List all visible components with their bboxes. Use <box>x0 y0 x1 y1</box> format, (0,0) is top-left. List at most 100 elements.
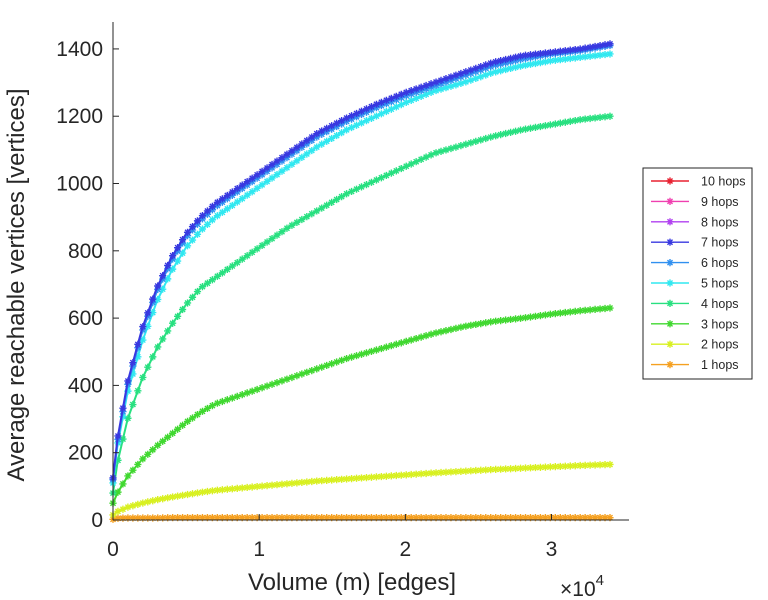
data-point <box>124 472 132 480</box>
data-point <box>576 116 584 124</box>
data-point <box>536 514 545 522</box>
data-point <box>323 476 331 484</box>
data-point <box>581 44 589 52</box>
legend-marker <box>666 299 674 307</box>
data-point <box>213 486 221 494</box>
data-point <box>298 153 306 162</box>
data-point <box>124 414 132 422</box>
data-point <box>114 432 122 440</box>
data-point <box>472 64 480 72</box>
legend-marker <box>666 259 674 267</box>
data-point <box>233 514 241 522</box>
data-point <box>462 140 470 148</box>
data-point <box>442 468 450 476</box>
data-point <box>457 69 465 78</box>
data-point <box>606 40 614 48</box>
data-point <box>183 417 192 426</box>
data-point <box>362 349 371 357</box>
data-point <box>367 347 376 356</box>
data-point <box>556 309 564 317</box>
data-point <box>169 252 177 260</box>
data-point <box>556 462 564 471</box>
data-point <box>586 461 594 469</box>
data-point <box>551 48 559 56</box>
data-point <box>129 359 137 367</box>
data-point <box>174 492 182 500</box>
data-point <box>521 125 530 133</box>
data-point <box>198 407 207 415</box>
data-point <box>586 514 594 522</box>
data-point <box>134 514 142 522</box>
data-point <box>253 171 261 179</box>
data-point <box>566 117 574 125</box>
data-point <box>253 245 261 253</box>
data-point <box>233 184 241 193</box>
data-point <box>526 51 535 59</box>
data-point <box>198 488 207 496</box>
legend-entry: 9 hops <box>651 195 739 209</box>
data-point <box>253 184 261 192</box>
data-point <box>164 275 172 283</box>
legend-marker <box>666 361 674 369</box>
data-point <box>178 421 187 429</box>
data-point <box>338 193 346 201</box>
data-point <box>437 328 445 336</box>
data-point <box>208 216 216 224</box>
data-point <box>139 514 147 522</box>
data-point <box>417 514 425 522</box>
data-point <box>516 514 525 522</box>
data-point <box>432 514 440 522</box>
data-point <box>154 441 162 449</box>
data-point <box>606 50 614 58</box>
x-tick-label: 2 <box>400 538 412 561</box>
data-point <box>188 293 197 301</box>
data-point <box>432 469 440 477</box>
data-point <box>407 87 415 95</box>
data-point <box>178 236 187 244</box>
x-tick-label: 3 <box>546 538 558 561</box>
data-point <box>502 55 510 64</box>
data-point <box>457 323 465 331</box>
data-point <box>278 154 286 162</box>
data-point <box>482 134 490 143</box>
data-point <box>482 514 490 522</box>
data-point <box>556 56 564 64</box>
data-point <box>328 476 336 484</box>
data-point <box>342 190 351 198</box>
data-point <box>402 337 410 346</box>
data-point <box>228 514 236 522</box>
data-point <box>134 500 142 508</box>
data-point <box>183 514 192 522</box>
data-point <box>601 41 609 49</box>
data-point <box>273 514 281 522</box>
data-point <box>502 316 510 324</box>
data-point <box>422 514 430 522</box>
data-point <box>606 460 614 469</box>
data-point <box>144 450 152 458</box>
data-point <box>432 78 440 86</box>
data-point <box>536 122 545 131</box>
data-point <box>178 514 187 522</box>
data-point <box>248 387 256 395</box>
data-point <box>159 514 167 522</box>
data-point <box>248 514 256 522</box>
data-point <box>328 360 336 368</box>
data-point <box>154 282 162 290</box>
data-point <box>367 114 376 122</box>
data-point <box>338 129 346 137</box>
data-point <box>164 433 172 441</box>
data-point <box>412 94 420 102</box>
data-point <box>497 514 505 522</box>
data-point <box>333 195 341 204</box>
data-point <box>601 304 609 313</box>
data-point <box>452 71 460 79</box>
data-point <box>382 472 390 480</box>
data-point <box>452 81 460 89</box>
data-point <box>591 514 599 522</box>
data-point <box>323 137 331 145</box>
data-point <box>507 54 515 62</box>
data-point <box>243 178 251 186</box>
data-point <box>174 312 182 320</box>
data-point <box>507 315 515 324</box>
data-point <box>402 471 410 479</box>
